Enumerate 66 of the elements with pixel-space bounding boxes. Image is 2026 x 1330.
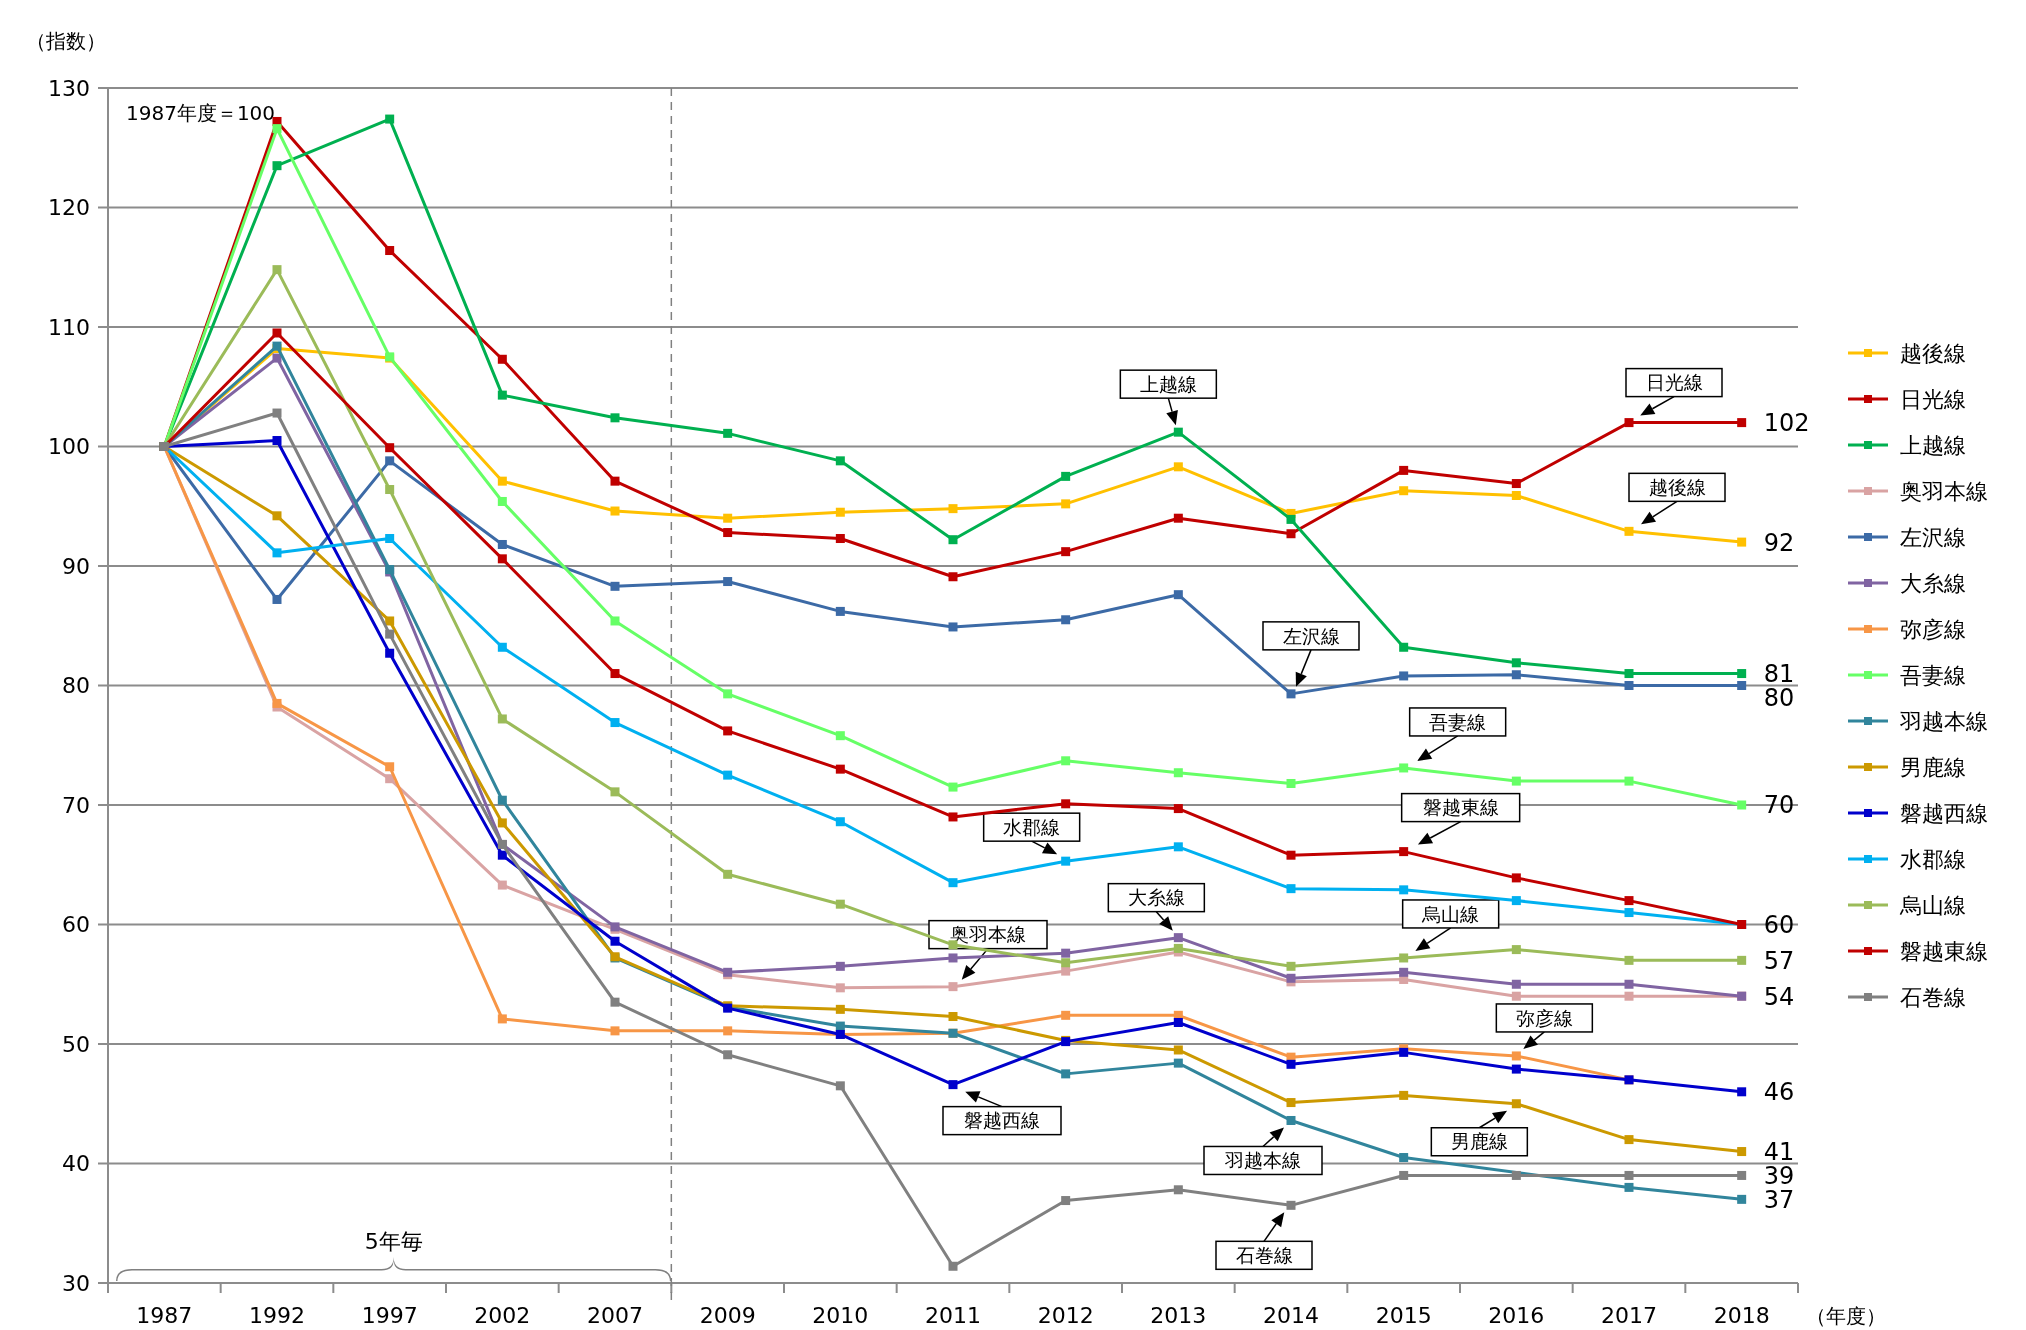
legend-label: 磐越東線 xyxy=(1900,938,1988,964)
annotation: 1987年度＝100 xyxy=(126,101,276,125)
x-tick-label: 2011 xyxy=(925,1303,981,1328)
data-label: 54 xyxy=(1763,982,1795,1011)
y-tick-label: 50 xyxy=(62,1031,90,1057)
annotation: 越後線 xyxy=(1648,475,1706,498)
annotation: 羽越本線 xyxy=(1224,1149,1301,1172)
annotation: 水郡線 xyxy=(1003,815,1061,838)
y-tick-label: 130 xyxy=(48,75,90,101)
legend-label: 越後線 xyxy=(1900,340,1966,366)
annotation: 石巻線 xyxy=(1235,1243,1293,1266)
annotation: 烏山線 xyxy=(1421,902,1480,925)
y-tick-label: 30 xyxy=(62,1270,90,1296)
x-tick-label: 2013 xyxy=(1150,1303,1207,1328)
x-tick-label: 1992 xyxy=(249,1303,305,1328)
legend-label: 石巻線 xyxy=(1900,984,1966,1010)
legend-label: 奥羽本線 xyxy=(1900,478,1988,504)
y-tick-label: 110 xyxy=(48,314,90,340)
annotation: 吾妻線 xyxy=(1429,710,1487,733)
annotation: 磐越東線 xyxy=(1422,796,1499,819)
y-tick-label: 120 xyxy=(48,195,90,221)
legend-label: 磐越西線 xyxy=(1900,800,1988,826)
data-label: 92 xyxy=(1763,528,1795,557)
legend-label: 弥彦線 xyxy=(1900,616,1966,642)
annotation: 左沢線 xyxy=(1282,624,1340,647)
legend-label: 水郡線 xyxy=(1900,846,1966,872)
legend-label: 日光線 xyxy=(1900,386,1966,412)
data-label: 70 xyxy=(1763,791,1795,820)
y-tick-label: 100 xyxy=(48,434,90,460)
x-tick-label: 1997 xyxy=(361,1303,418,1328)
legend-label: 大糸線 xyxy=(1900,570,1966,596)
annotation: 男鹿線 xyxy=(1450,1130,1508,1153)
x-tick-label: 2007 xyxy=(587,1303,643,1328)
x-tick-label: 1987 xyxy=(136,1303,193,1328)
legend-label: 烏山線 xyxy=(1899,892,1966,918)
legend-label: 男鹿線 xyxy=(1900,754,1966,780)
annotation: 大糸線 xyxy=(1127,886,1185,909)
annotation: 5年毎 xyxy=(364,1229,423,1254)
x-tick-label: 2012 xyxy=(1037,1303,1094,1328)
x-tick-label: 2014 xyxy=(1263,1303,1319,1328)
x-tick-label: 2015 xyxy=(1375,1303,1432,1328)
x-tick-label: 2009 xyxy=(699,1303,756,1328)
y-tick-label: 60 xyxy=(62,912,90,938)
annotation: 上越線 xyxy=(1139,372,1197,395)
x-tick-label: 2010 xyxy=(812,1303,869,1328)
legend-label: 羽越本線 xyxy=(1899,708,1988,734)
data-label: 60 xyxy=(1763,910,1795,939)
x-axis-title: （年度） xyxy=(1806,1304,1886,1328)
legend-label: 吾妻線 xyxy=(1900,662,1966,688)
y-tick-label: 90 xyxy=(62,553,90,579)
x-tick-label: 2016 xyxy=(1488,1303,1545,1328)
annotation: 日光線 xyxy=(1645,371,1703,394)
x-tick-label: 2002 xyxy=(474,1303,531,1328)
legend-label: 上越線 xyxy=(1900,432,1966,458)
annotation: 弥彦線 xyxy=(1515,1006,1573,1029)
y-tick-label: 80 xyxy=(62,673,90,699)
x-tick-label: 2017 xyxy=(1601,1303,1657,1328)
y-axis-title: （指数） xyxy=(26,29,106,53)
data-label: 57 xyxy=(1763,946,1795,975)
legend-label: 左沢線 xyxy=(1900,524,1966,550)
data-label: 102 xyxy=(1763,409,1810,437)
y-tick-label: 40 xyxy=(62,1151,90,1177)
x-tick-label: 2018 xyxy=(1713,1303,1770,1328)
data-label: 46 xyxy=(1763,1078,1795,1107)
annotation: 磐越西線 xyxy=(964,1109,1040,1132)
y-tick-label: 70 xyxy=(62,792,90,818)
